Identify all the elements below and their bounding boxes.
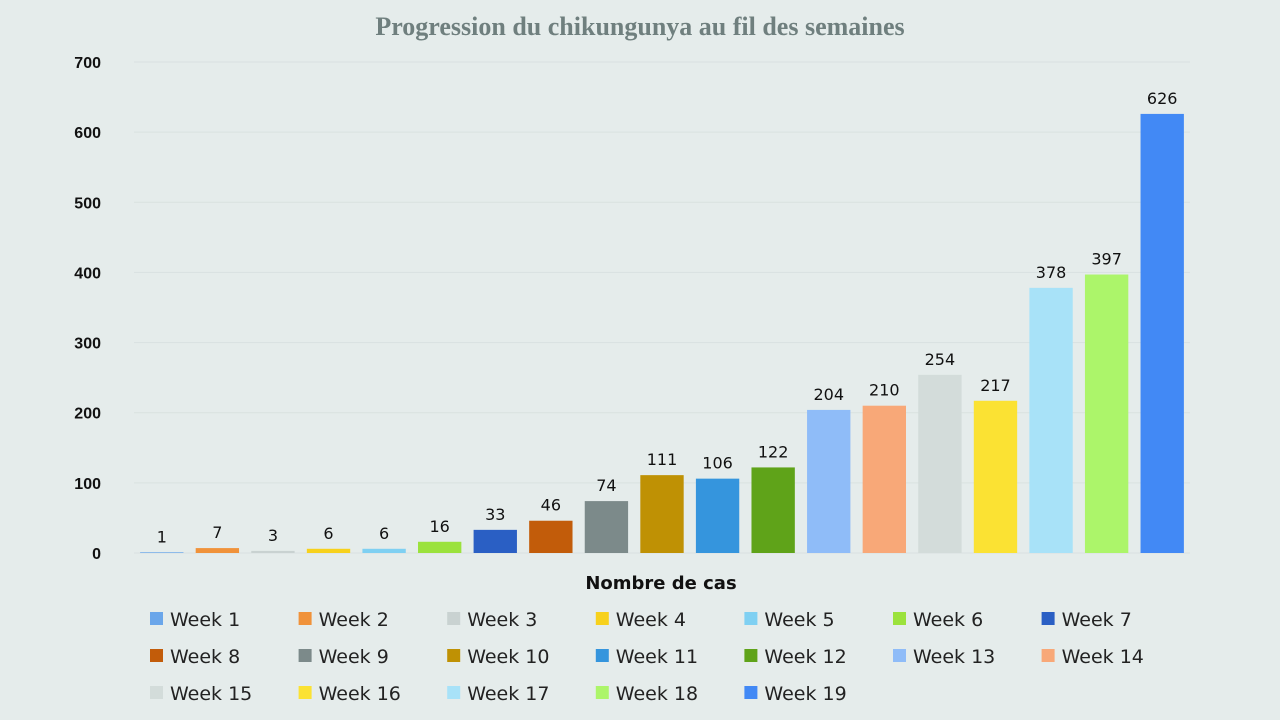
data-label: 210: [869, 381, 900, 400]
bar-week-16: [973, 400, 1018, 553]
legend-label: Week 8: [170, 646, 240, 668]
legend-label: Week 12: [764, 646, 846, 668]
legend-label: Week 16: [319, 683, 401, 705]
legend-swatch: [1041, 649, 1055, 662]
data-label: 254: [925, 350, 956, 369]
legend-label: Week 3: [467, 609, 537, 631]
data-label: 33: [485, 505, 505, 524]
legend-swatch: [298, 612, 312, 625]
legend-label: Week 2: [319, 609, 389, 631]
legend-label: Week 18: [616, 683, 698, 705]
bar-week-9: [584, 501, 629, 553]
legend-swatch: [893, 612, 906, 625]
bar-week-14: [862, 405, 906, 553]
data-label: 7: [212, 523, 222, 542]
data-label: 217: [980, 376, 1011, 395]
legend-label: Week 14: [1062, 646, 1144, 668]
legend-label: Week 11: [616, 646, 698, 668]
bar-week-5: [362, 548, 406, 553]
data-label: 106: [702, 454, 733, 473]
legend-swatch: [150, 686, 163, 699]
data-labels: 1 7 3 6 6 16 33 46 74 111 106 122 204 210 254 217 378 397…: [157, 89, 1178, 546]
legend-swatch: [150, 649, 163, 662]
bar-week-3: [251, 550, 295, 553]
legend-label: Week 7: [1062, 609, 1132, 631]
legend-swatch: [298, 649, 312, 662]
data-label: 204: [813, 385, 844, 404]
data-label: 6: [323, 524, 333, 543]
data-label: 6: [379, 524, 389, 543]
legend-swatch: [595, 649, 609, 662]
legend-swatch: [744, 612, 758, 625]
y-tick-label: 0: [92, 546, 101, 563]
legend-swatch: [298, 686, 312, 699]
legend-swatch: [1041, 612, 1055, 625]
x-axis-title: Nombre de cas: [585, 573, 736, 594]
legend-label: Week 6: [913, 609, 983, 631]
y-tick-label: 200: [74, 406, 101, 423]
bar-week-17: [1029, 287, 1073, 553]
bar-week-4: [306, 548, 351, 553]
y-tick-label: 400: [74, 265, 101, 282]
bar-week-1: [140, 552, 184, 553]
legend-swatch: [447, 612, 461, 625]
data-label: 3: [268, 526, 278, 545]
legend-swatch: [150, 612, 163, 625]
legend-label: Week 10: [467, 646, 549, 668]
y-tick-label: 600: [74, 125, 101, 142]
y-tick-label: 100: [74, 476, 101, 493]
legend-label: Week 9: [319, 646, 389, 668]
bar-week-10: [640, 475, 684, 553]
data-label: 626: [1147, 89, 1178, 108]
bar-week-8: [529, 520, 573, 553]
bar-week-7: [473, 529, 517, 553]
y-tick-label: 700: [74, 55, 101, 72]
legend-label: Week 19: [764, 683, 846, 705]
legend-swatch: [595, 686, 609, 699]
data-label: 397: [1091, 250, 1122, 269]
data-label: 111: [647, 450, 678, 469]
bar-week-6: [418, 541, 462, 553]
y-tick-label: 300: [74, 336, 101, 353]
legend-swatch: [447, 686, 461, 699]
bars: [140, 113, 1184, 554]
y-tick-label: 500: [74, 195, 101, 212]
legend: Week 1 Week 2 Week 3 Week 4 Week 5 Week 6 Week…: [150, 609, 1144, 705]
data-label: 74: [596, 476, 616, 495]
legend-label: Week 1: [170, 609, 240, 631]
legend-swatch: [744, 686, 758, 699]
legend-label: Week 13: [913, 646, 995, 668]
data-label: 16: [430, 517, 450, 536]
bar-week-2: [195, 548, 240, 553]
legend-swatch: [893, 649, 906, 662]
legend-label: Week 4: [616, 609, 686, 631]
y-axis: 0 100 200 300 400 500 600 700: [74, 55, 101, 563]
legend-swatch: [595, 612, 609, 625]
legend-label: Week 5: [764, 609, 834, 631]
legend-swatch: [744, 649, 758, 662]
bar-week-19: [1140, 113, 1184, 554]
chart-title: Progression du chikungunya au fil des se…: [375, 12, 904, 41]
legend-label: Week 17: [467, 683, 549, 705]
data-label: 378: [1036, 263, 1067, 282]
data-label: 122: [758, 442, 789, 461]
legend-label: Week 15: [170, 683, 252, 705]
bar-week-11: [695, 478, 740, 553]
data-label: 46: [541, 496, 561, 515]
grid: [134, 61, 1190, 554]
legend-swatch: [447, 649, 461, 662]
bar-week-12: [751, 467, 795, 553]
bar-week-13: [807, 409, 851, 553]
data-label: 1: [157, 527, 167, 546]
bar-week-18: [1084, 274, 1129, 553]
bar-week-15: [918, 374, 962, 553]
